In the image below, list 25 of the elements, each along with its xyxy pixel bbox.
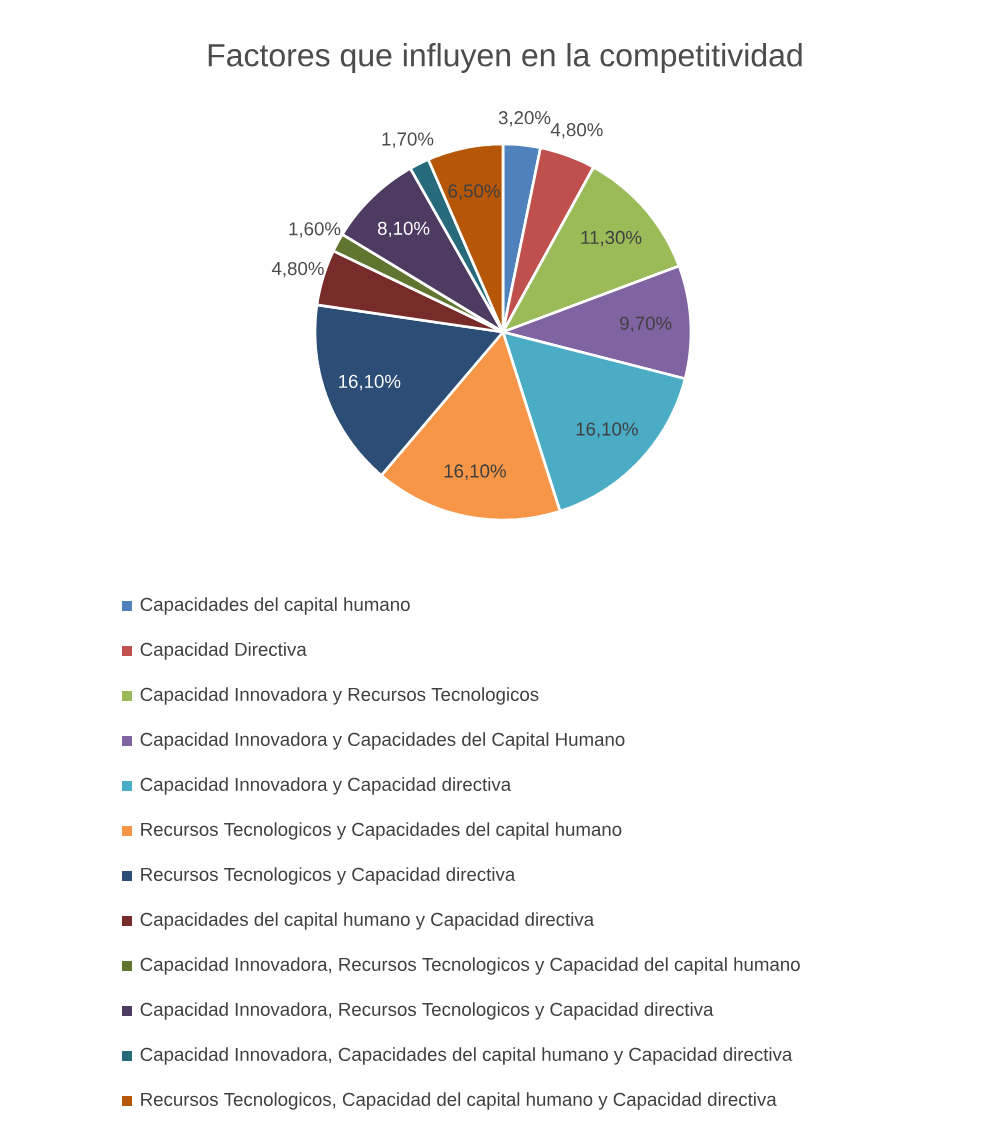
data-label: 16,10% <box>444 464 506 480</box>
legend-label: Capacidad Innovadora y Recursos Tecnologicos <box>140 687 539 705</box>
legend-label: Recursos Tecnologicos, Capacidad del capital humano y Capacidad directiva <box>141 1092 777 1110</box>
legend-label: Capacidad Innovadora y Capacidades del Capital Humano <box>140 732 625 750</box>
data-label: 4,80% <box>550 123 603 139</box>
data-label: 16,10% <box>339 374 401 391</box>
data-label: 1,60% <box>289 222 341 238</box>
data-label: 8,10% <box>377 221 430 238</box>
data-label: 9,70% <box>620 316 672 333</box>
legend-label: Capacidad Innovadora, Recursos Tecnologicos y Capacidad del capital humano <box>140 957 800 975</box>
legend-label: Capacidad Innovadora, Capacidades del capital humano y Capacidad directiva <box>140 1047 793 1065</box>
data-label: 16,10% <box>576 422 638 438</box>
legend-label: Capacidad Innovadora, Recursos Tecnologicos y Capacidad directiva <box>140 1002 714 1020</box>
data-label: 3,20% <box>498 111 551 127</box>
legend-label: Capacidades del capital humano y Capacidad directiva <box>140 912 595 930</box>
legend-label: Recursos Tecnologicos y Capacidades del capital humano <box>141 822 622 840</box>
legend-label: Capacidad Innovadora y Capacidad directiva <box>140 777 512 795</box>
chart-title: Factores que influyen en la competitividad <box>208 43 802 73</box>
data-label: 6,50% <box>448 184 500 200</box>
data-label: 1,70% <box>382 132 434 148</box>
legend-label: Capacidad Directiva <box>140 642 307 660</box>
data-label: 11,30% <box>581 230 642 247</box>
legend-label: Capacidades del capital humano <box>140 597 410 615</box>
data-label: 4,80% <box>271 261 324 278</box>
legend-label: Recursos Tecnologicos y Capacidad directiva <box>141 867 516 885</box>
